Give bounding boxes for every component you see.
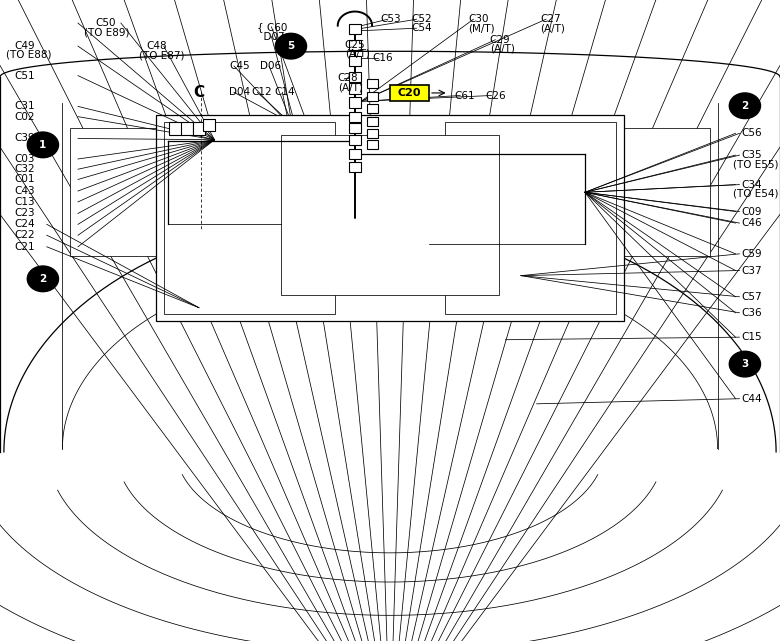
Text: 2: 2: [39, 274, 47, 284]
Text: C28: C28: [338, 73, 358, 83]
Circle shape: [729, 351, 760, 377]
Bar: [349, 123, 361, 133]
Bar: [349, 40, 361, 50]
Text: C51: C51: [14, 71, 34, 81]
Bar: [349, 112, 361, 122]
Text: C49: C49: [14, 41, 34, 51]
Text: C13: C13: [14, 197, 34, 207]
Bar: [203, 119, 215, 131]
Text: C31: C31: [14, 101, 34, 112]
Text: C44: C44: [741, 394, 761, 404]
Bar: [164, 122, 335, 314]
Text: C23: C23: [14, 208, 34, 219]
Bar: [181, 122, 193, 135]
Text: C59: C59: [741, 249, 761, 259]
Text: C30: C30: [468, 14, 488, 24]
Text: 2: 2: [741, 101, 749, 111]
Text: C34: C34: [741, 179, 761, 190]
Bar: [367, 129, 378, 138]
Text: C36: C36: [741, 308, 761, 318]
Text: D07: D07: [257, 31, 285, 42]
Text: C56: C56: [741, 128, 761, 138]
Bar: [156, 115, 624, 320]
Bar: [193, 122, 205, 135]
Bar: [349, 149, 361, 159]
Text: C43: C43: [14, 186, 34, 196]
Text: (A/T): (A/T): [490, 44, 515, 54]
Text: C09: C09: [741, 206, 761, 217]
Text: C53: C53: [381, 14, 401, 24]
Bar: [367, 117, 378, 126]
Text: C21: C21: [14, 242, 34, 252]
Circle shape: [729, 93, 760, 119]
Text: C01: C01: [14, 174, 34, 185]
Text: D06: D06: [260, 61, 281, 71]
Text: C25: C25: [345, 40, 365, 50]
Text: C45: C45: [229, 61, 250, 71]
Text: (A/T): (A/T): [338, 82, 363, 92]
Text: C35: C35: [741, 150, 761, 160]
Text: C02: C02: [14, 112, 34, 122]
Bar: [367, 79, 378, 88]
Text: C50: C50: [95, 18, 115, 28]
Bar: [349, 83, 361, 94]
Text: C46: C46: [741, 218, 761, 228]
Text: C16: C16: [373, 53, 393, 63]
Text: C32: C32: [14, 164, 34, 174]
Text: 5: 5: [287, 41, 295, 51]
Bar: [349, 56, 361, 66]
Text: C12: C12: [251, 87, 271, 97]
Bar: [349, 72, 361, 82]
Bar: [367, 104, 378, 113]
Text: C26: C26: [485, 90, 505, 101]
Text: C15: C15: [741, 332, 761, 342]
Circle shape: [275, 33, 307, 59]
Text: C24: C24: [14, 219, 34, 229]
Circle shape: [27, 266, 58, 292]
Text: C57: C57: [741, 292, 761, 302]
Text: C61: C61: [454, 90, 474, 101]
Text: C22: C22: [14, 230, 34, 240]
Text: (TO E54): (TO E54): [733, 188, 778, 199]
Text: C29: C29: [490, 35, 510, 45]
Bar: [281, 135, 499, 295]
Text: C20: C20: [398, 88, 421, 98]
Bar: [349, 97, 361, 108]
Bar: [349, 24, 361, 34]
Text: 3: 3: [741, 359, 749, 369]
Text: (A/T): (A/T): [345, 49, 370, 59]
Bar: [349, 162, 361, 172]
Text: (TO E89): (TO E89): [84, 27, 129, 37]
Bar: [367, 92, 378, 101]
Text: { C60: { C60: [257, 22, 288, 32]
Text: C14: C14: [275, 87, 295, 97]
Text: C37: C37: [741, 265, 761, 276]
Bar: [367, 140, 378, 149]
Text: C27: C27: [541, 14, 561, 24]
Text: C48: C48: [147, 41, 167, 51]
Text: (A/T): (A/T): [541, 23, 566, 33]
Bar: [70, 128, 164, 256]
Bar: [616, 128, 710, 256]
Text: (TO E88): (TO E88): [6, 49, 51, 60]
Text: C03: C03: [14, 154, 34, 164]
Bar: [390, 85, 429, 101]
Bar: [349, 135, 361, 145]
Text: C: C: [193, 85, 204, 100]
Bar: [445, 122, 616, 314]
Text: D04: D04: [229, 87, 250, 97]
Circle shape: [27, 132, 58, 158]
Text: (TO E87): (TO E87): [139, 50, 184, 60]
Text: C52: C52: [411, 14, 431, 24]
Text: (M/T): (M/T): [468, 23, 495, 33]
Text: C54: C54: [411, 23, 431, 33]
Text: (TO E55): (TO E55): [733, 159, 778, 169]
Text: 1: 1: [39, 140, 47, 150]
Text: C39: C39: [14, 133, 34, 144]
Bar: [169, 122, 182, 135]
